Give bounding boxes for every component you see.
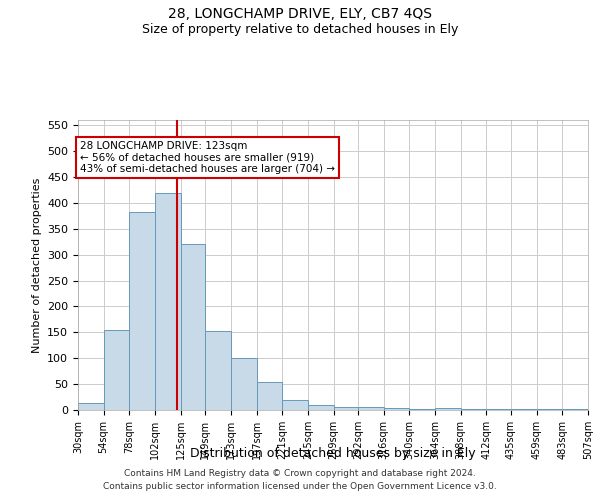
Bar (257, 382, 282, 410)
Bar (562, 409, 588, 410)
Text: 28 LONGCHAMP DRIVE: 123sqm
← 56% of detached houses are smaller (919)
43% of sem: 28 LONGCHAMP DRIVE: 123sqm ← 56% of deta… (80, 140, 335, 174)
Bar (155, 192, 181, 410)
Bar (334, 408, 358, 410)
Bar (358, 408, 384, 410)
Bar (130, 212, 155, 410)
Y-axis label: Number of detached properties: Number of detached properties (32, 178, 41, 352)
Bar (282, 400, 308, 410)
Bar (308, 405, 334, 410)
Bar (384, 408, 409, 410)
Text: Contains HM Land Registry data © Crown copyright and database right 2024.: Contains HM Land Registry data © Crown c… (124, 468, 476, 477)
Bar (435, 408, 461, 410)
Bar (181, 244, 205, 410)
Text: Distribution of detached houses by size in Ely: Distribution of detached houses by size … (190, 448, 476, 460)
Bar (104, 330, 130, 410)
Bar (205, 332, 231, 410)
Bar (78, 404, 104, 410)
Text: 28, LONGCHAMP DRIVE, ELY, CB7 4QS: 28, LONGCHAMP DRIVE, ELY, CB7 4QS (168, 8, 432, 22)
Text: Size of property relative to detached houses in Ely: Size of property relative to detached ho… (142, 22, 458, 36)
Bar (231, 358, 257, 410)
Text: Contains public sector information licensed under the Open Government Licence v3: Contains public sector information licen… (103, 482, 497, 491)
